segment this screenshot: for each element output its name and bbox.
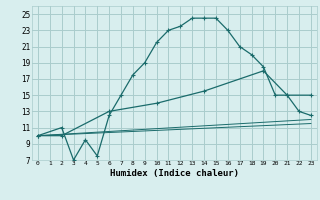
- X-axis label: Humidex (Indice chaleur): Humidex (Indice chaleur): [110, 169, 239, 178]
